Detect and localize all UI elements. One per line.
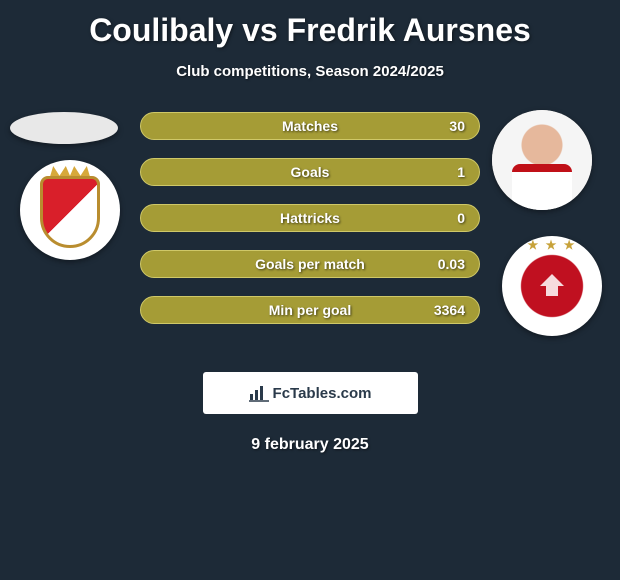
stat-value-right: 0.03 — [438, 256, 465, 272]
stat-row-goals: Goals 1 — [140, 158, 480, 186]
snapshot-date: 9 february 2025 — [0, 436, 620, 454]
stat-label: Goals per match — [255, 256, 365, 272]
stats-column: Matches 30 Goals 1 Hattricks 0 Goals per… — [140, 112, 480, 342]
stat-label: Hattricks — [280, 210, 340, 226]
stat-label: Min per goal — [269, 302, 351, 318]
monaco-crest-icon — [35, 170, 105, 250]
stars-icon: ★ ★ ★ — [516, 238, 588, 252]
benfica-crest-icon: ★ ★ ★ — [516, 250, 588, 322]
club-right-crest: ★ ★ ★ — [502, 236, 602, 336]
brand-box[interactable]: FcTables.com — [203, 372, 418, 414]
player-right-avatar — [492, 110, 592, 210]
stat-row-hattricks: Hattricks 0 — [140, 204, 480, 232]
stat-value-right: 30 — [449, 118, 465, 134]
subtitle: Club competitions, Season 2024/2025 — [0, 63, 620, 80]
stat-label: Matches — [282, 118, 338, 134]
stat-value-right: 1 — [457, 164, 465, 180]
brand-label: FcTables.com — [273, 385, 372, 402]
stat-value-right: 3364 — [434, 302, 465, 318]
stat-label: Goals — [291, 164, 330, 180]
club-left-crest — [20, 160, 120, 260]
stat-value-right: 0 — [457, 210, 465, 226]
stat-row-matches: Matches 30 — [140, 112, 480, 140]
stat-row-goals-per-match: Goals per match 0.03 — [140, 250, 480, 278]
page-title: Coulibaly vs Fredrik Aursnes — [0, 0, 620, 49]
eagle-icon — [532, 266, 572, 306]
player-face-icon — [492, 110, 592, 210]
comparison-panel: ★ ★ ★ Matches 30 Goals 1 Hattricks 0 Goa… — [0, 112, 620, 362]
player-left-avatar — [10, 112, 118, 144]
stat-row-min-per-goal: Min per goal 3364 — [140, 296, 480, 324]
bar-chart-icon — [249, 384, 269, 402]
